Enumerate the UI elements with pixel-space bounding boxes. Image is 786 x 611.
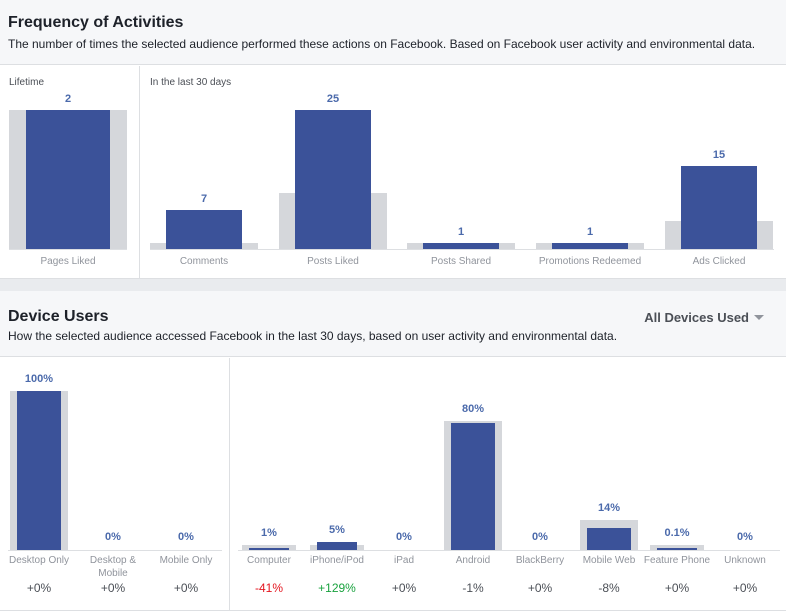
- device-type-divider: [229, 358, 230, 610]
- value-label-blackberry: 0%: [532, 531, 548, 543]
- value-label-posts-liked: 25: [326, 93, 340, 105]
- value-label-promotions-redeemed: 1: [586, 226, 594, 239]
- category-label-promotions-redeemed: Promotions Redeemed: [538, 256, 642, 267]
- change-desktop-mobile: +0%: [100, 581, 126, 595]
- category-label-unknown: Unknown: [724, 555, 766, 566]
- value-label-feature-phone: 0.1%: [664, 527, 690, 539]
- caret-down-icon: [754, 315, 764, 320]
- bar-mobile-web: [587, 527, 631, 550]
- frequency-of-activities-section: Frequency of Activities The number of ti…: [0, 0, 786, 279]
- bar-pages-liked: [26, 110, 110, 249]
- lifetime-divider: [139, 66, 140, 278]
- device-axis-right: [238, 550, 780, 551]
- bar-iphone-ipod: [317, 542, 357, 550]
- value-label-desktop-mobile: 0%: [105, 531, 121, 543]
- device-users-section: Device Users How the selected audience a…: [0, 291, 786, 611]
- category-label-desktop-mobile: Desktop & Mobile: [89, 555, 137, 579]
- change-desktop-only: +0%: [26, 581, 52, 595]
- frequency-axis-30-days: [150, 249, 774, 250]
- change-blackberry: +0%: [527, 581, 553, 595]
- change-mobile-only: +0%: [173, 581, 199, 595]
- value-label-desktop-only: 100%: [24, 373, 54, 385]
- frequency-subtitle: The number of times the selected audienc…: [8, 37, 756, 51]
- change-unknown: +0%: [732, 581, 758, 595]
- value-label-unknown: 0%: [737, 531, 753, 543]
- change-android: -1%: [462, 581, 484, 595]
- bar-posts-liked: [295, 110, 371, 249]
- bar-feature-phone: [657, 547, 697, 550]
- device-axis-left: [8, 550, 222, 551]
- category-label-mobile-web: Mobile Web: [582, 555, 636, 566]
- value-label-ads-clicked: 15: [712, 148, 726, 161]
- bar-ads-clicked: [681, 165, 757, 249]
- lifetime-label: Lifetime: [9, 77, 45, 88]
- category-label-computer: Computer: [247, 555, 291, 566]
- category-label-ipad: iPad: [393, 555, 414, 566]
- last-30-days-label: In the last 30 days: [150, 77, 232, 88]
- category-label-comments: Comments: [179, 256, 229, 267]
- category-label-android: Android: [455, 555, 491, 566]
- category-label-iphone-ipod: iPhone/iPod: [310, 555, 364, 566]
- frequency-axis-lifetime: [9, 249, 127, 250]
- value-label-ipad: 0%: [396, 531, 412, 543]
- category-label-posts-liked: Posts Liked: [307, 256, 359, 267]
- value-label-mobile-only: 0%: [178, 531, 194, 543]
- device-subtitle: How the selected audience accessed Faceb…: [8, 329, 618, 343]
- value-label-android: 80%: [461, 403, 485, 416]
- value-label-computer: 1%: [261, 527, 277, 539]
- category-label-mobile-only: Mobile Only: [159, 555, 213, 566]
- value-label-mobile-web: 14%: [597, 501, 621, 514]
- value-label-comments: 7: [200, 193, 208, 206]
- category-label-pages-liked: Pages Liked: [40, 256, 96, 267]
- bar-desktop-only: [17, 391, 61, 550]
- category-label-blackberry: BlackBerry: [515, 555, 565, 566]
- change-iphone-ipod: +129%: [318, 581, 356, 595]
- change-ipad: +0%: [391, 581, 417, 595]
- change-mobile-web: -8%: [598, 581, 620, 595]
- all-devices-dropdown-label: All Devices Used: [644, 310, 749, 325]
- change-feature-phone: +0%: [664, 581, 690, 595]
- value-label-posts-shared: 1: [457, 226, 465, 239]
- bar-android: [451, 422, 495, 550]
- bar-comments: [166, 210, 242, 249]
- device-header: Device Users How the selected audience a…: [0, 291, 786, 357]
- category-label-feature-phone: Feature Phone: [643, 555, 711, 566]
- category-label-ads-clicked: Ads Clicked: [692, 256, 746, 267]
- bar-posts-shared: [423, 243, 499, 249]
- frequency-title: Frequency of Activities: [8, 14, 184, 31]
- device-title: Device Users: [8, 308, 109, 325]
- change-computer: -41%: [254, 581, 283, 595]
- bar-computer: [249, 547, 289, 550]
- value-label-pages-liked: 2: [64, 93, 72, 105]
- category-label-posts-shared: Posts Shared: [430, 256, 492, 267]
- frequency-header: Frequency of Activities The number of ti…: [0, 0, 786, 65]
- bar-promotions-redeemed: [552, 243, 628, 249]
- category-label-desktop-only: Desktop Only: [8, 555, 70, 566]
- all-devices-dropdown[interactable]: All Devices Used: [644, 310, 764, 325]
- value-label-iphone-ipod: 5%: [329, 524, 345, 537]
